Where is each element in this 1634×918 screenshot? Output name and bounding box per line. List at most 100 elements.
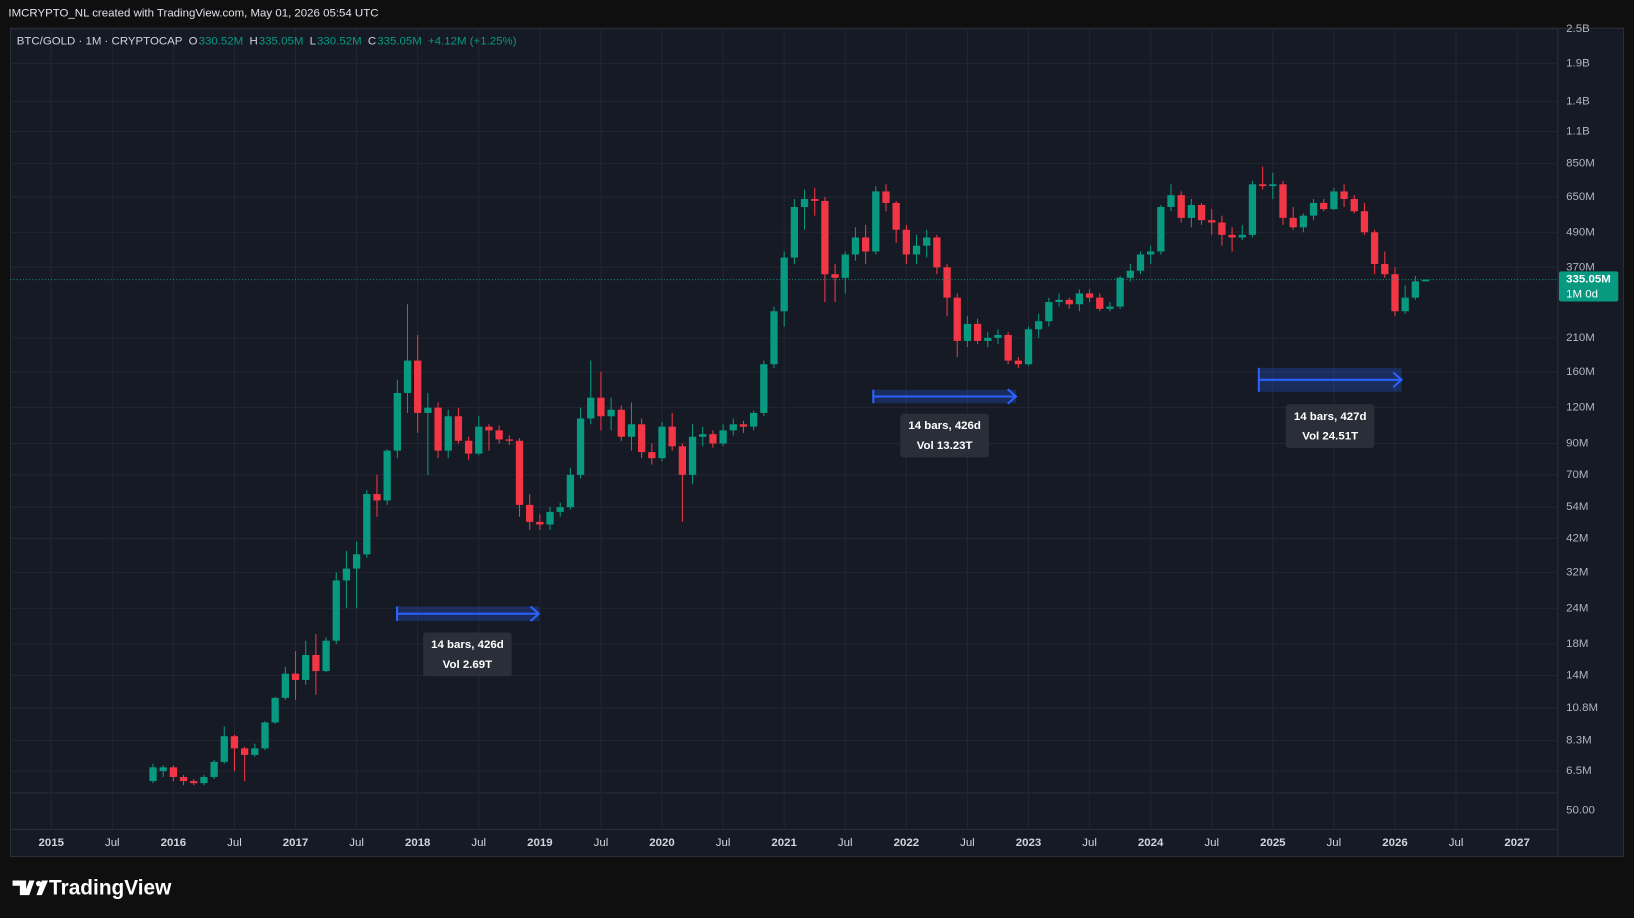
candle-body xyxy=(1065,299,1073,305)
candle-body xyxy=(984,337,992,341)
legend-value: 335.05M xyxy=(377,36,422,48)
candle-body xyxy=(251,748,259,755)
candle-body xyxy=(424,407,432,413)
candle-body xyxy=(1075,293,1084,305)
legend-key: C xyxy=(368,36,376,48)
candle-body xyxy=(963,323,972,341)
measure-arrowhead xyxy=(1006,388,1018,405)
candle-body xyxy=(1147,251,1155,255)
candle-body xyxy=(770,311,778,365)
x-tick-label: Jul xyxy=(1082,837,1097,849)
x-tick-label: 2023 xyxy=(1016,837,1041,849)
candle-body xyxy=(1248,184,1257,235)
candle-body xyxy=(332,580,340,641)
x-tick-label: 2020 xyxy=(649,837,674,849)
legend-value: 330.52M xyxy=(317,36,362,48)
candle-body xyxy=(1177,195,1185,218)
x-tick-label: 2025 xyxy=(1260,837,1286,849)
candle-body xyxy=(302,654,310,680)
candle-body xyxy=(373,494,381,501)
candle-body xyxy=(1309,202,1318,216)
candle-body xyxy=(933,237,941,268)
x-tick-label: Jul xyxy=(1327,837,1342,849)
candle-body xyxy=(403,360,412,393)
candle-body xyxy=(1340,191,1348,199)
countdown-label: 1M 0d xyxy=(1566,288,1598,300)
candle-body xyxy=(1258,184,1267,187)
x-tick-label: 2015 xyxy=(38,837,64,849)
x-tick-label: 2021 xyxy=(771,837,797,849)
candle-body xyxy=(526,504,534,522)
candle-body xyxy=(1421,279,1430,282)
x-tick-label: 2017 xyxy=(283,837,308,849)
candle-body xyxy=(943,267,951,298)
candle-body xyxy=(587,397,595,419)
candle-body xyxy=(851,237,860,255)
y-tick-label: 6.5M xyxy=(1566,765,1591,777)
x-tick-label: Jul xyxy=(716,837,731,849)
legend-title: BTC/GOLD · 1M · CRYPTOCAP xyxy=(17,36,183,48)
price-label: 335.05M xyxy=(1566,274,1611,286)
candle-body xyxy=(811,198,819,201)
candle-body xyxy=(678,446,687,475)
y-tick-label: 850M xyxy=(1566,158,1595,170)
candle-body xyxy=(821,200,829,275)
candle-body xyxy=(536,521,544,525)
candle-body xyxy=(719,430,727,444)
candle-body xyxy=(352,554,361,569)
measure-arrowhead xyxy=(529,605,541,622)
candle-body xyxy=(556,507,564,512)
candle-body xyxy=(1024,329,1033,365)
measure-arrowhead xyxy=(1392,371,1404,388)
x-tick-label: Jul xyxy=(105,837,120,849)
candle-body xyxy=(281,673,290,698)
candle-body xyxy=(1320,202,1328,210)
candle-body xyxy=(485,426,493,431)
candle-body xyxy=(994,334,1002,338)
candle-body xyxy=(1330,191,1338,210)
candle-body xyxy=(546,511,554,525)
logo-text: TradingView xyxy=(49,876,172,899)
legend-key: O xyxy=(189,36,198,48)
candle-body xyxy=(414,360,422,413)
candle-body xyxy=(1197,204,1206,221)
candle-body xyxy=(882,191,890,203)
candle-body xyxy=(464,440,473,454)
x-tick-label: Jul xyxy=(349,837,364,849)
measure-label-box xyxy=(900,413,989,458)
candle-body xyxy=(1116,277,1124,307)
legend-value: 330.52M xyxy=(199,36,244,48)
candle-body xyxy=(658,426,666,459)
y-tick-label: 210M xyxy=(1566,332,1595,344)
candle-body xyxy=(597,397,605,417)
candle-body xyxy=(953,297,961,341)
y-tick-label: 160M xyxy=(1566,366,1595,378)
candle-body xyxy=(648,452,656,459)
candle-body xyxy=(872,191,880,252)
candle-body xyxy=(1085,293,1094,298)
y-tick-label: 650M xyxy=(1566,191,1595,203)
candle-body xyxy=(780,257,788,312)
candle-body xyxy=(1350,198,1358,212)
y-tick-label: 490M xyxy=(1566,226,1595,238)
x-tick-label: 2016 xyxy=(161,837,186,849)
candle-body xyxy=(1411,281,1419,298)
candle-body xyxy=(1238,234,1246,238)
x-tick-label: Jul xyxy=(227,837,242,849)
candle-body xyxy=(230,736,239,749)
y-tick-label: 14M xyxy=(1566,669,1588,681)
candle-body xyxy=(729,424,737,431)
x-tick-label: 2027 xyxy=(1504,837,1529,849)
y-tick-label: 1.4B xyxy=(1566,95,1590,107)
candle-body xyxy=(1167,195,1175,208)
candle-body xyxy=(240,748,249,755)
candle-body xyxy=(393,392,401,451)
candle-body xyxy=(627,424,636,437)
measure-label-box xyxy=(423,632,512,677)
x-tick-label: Jul xyxy=(838,837,853,849)
candle-body xyxy=(495,430,503,440)
x-tick-label: Jul xyxy=(471,837,486,849)
legend-key: H xyxy=(249,36,257,48)
x-tick-label: 2022 xyxy=(894,837,919,849)
measure-bars: 14 bars, 427d xyxy=(1294,411,1367,423)
